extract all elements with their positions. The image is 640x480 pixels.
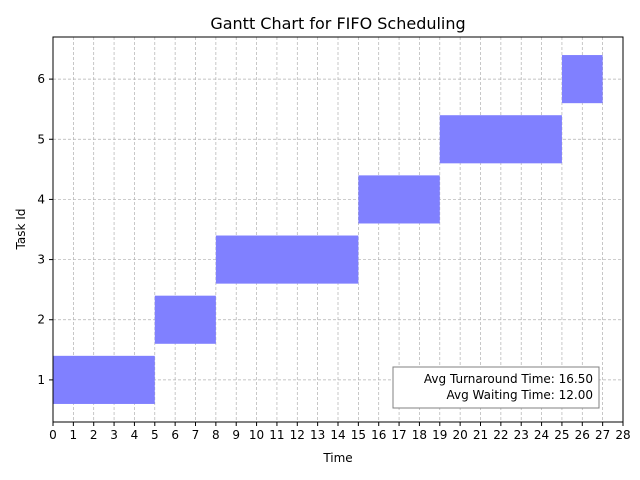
x-tick-label: 24: [534, 428, 549, 442]
x-tick-label: 28: [615, 428, 630, 442]
x-tick-label: 10: [249, 428, 264, 442]
x-tick-label: 27: [595, 428, 610, 442]
x-tick-label: 8: [212, 428, 220, 442]
task-bar-5: [439, 115, 562, 164]
x-tick-label: 26: [575, 428, 590, 442]
x-tick-label: 1: [70, 428, 78, 442]
x-tick-label: 13: [310, 428, 325, 442]
x-tick-label: 15: [351, 428, 366, 442]
x-tick-label: 20: [453, 428, 468, 442]
x-tick-label: 9: [232, 428, 240, 442]
avg-waiting-text: Avg Waiting Time: 12.00: [447, 388, 593, 402]
x-tick-label: 7: [192, 428, 200, 442]
chart-title: Gantt Chart for FIFO Scheduling: [210, 14, 465, 33]
task-bar-2: [154, 295, 216, 344]
y-tick-label: 6: [37, 72, 45, 86]
bars: [53, 55, 603, 404]
x-tick-label: 3: [110, 428, 118, 442]
y-tick-label: 3: [37, 253, 45, 267]
x-tick-label: 2: [90, 428, 98, 442]
x-axis-label: Time: [322, 451, 352, 465]
x-axis-ticks: 0 1 2 3 4 5 6 7 8 9 10 11 12 13 14 15 16 17 18 19 20 21 22 23 24…: [49, 422, 631, 442]
y-tick-label: 5: [37, 132, 45, 146]
x-tick-label: 22: [493, 428, 508, 442]
x-tick-label: 12: [290, 428, 305, 442]
stats-annotation: Avg Turnaround Time: 16.50 Avg Waiting T…: [392, 366, 600, 409]
y-tick-label: 1: [37, 373, 45, 387]
avg-turnaround-text: Avg Turnaround Time: 16.50: [424, 372, 593, 386]
y-axis-label: Task Id: [14, 209, 28, 251]
x-tick-label: 0: [49, 428, 57, 442]
x-tick-label: 19: [432, 428, 447, 442]
task-bar-4: [358, 175, 440, 224]
task-bar-6: [561, 55, 603, 104]
y-tick-label: 4: [37, 192, 45, 206]
task-bar-1: [53, 355, 155, 404]
x-tick-label: 14: [330, 428, 345, 442]
x-tick-label: 25: [554, 428, 569, 442]
stats-box: [392, 366, 600, 409]
y-axis-ticks: 1 2 3 4 5 6: [37, 72, 53, 387]
x-tick-label: 21: [473, 428, 488, 442]
x-tick-label: 18: [412, 428, 427, 442]
y-tick-label: 2: [37, 313, 45, 327]
x-tick-label: 16: [371, 428, 386, 442]
task-bar-3: [215, 235, 359, 284]
x-tick-label: 6: [171, 428, 179, 442]
x-tick-label: 11: [269, 428, 284, 442]
x-tick-label: 17: [391, 428, 406, 442]
x-tick-label: 5: [151, 428, 159, 442]
x-tick-label: 23: [514, 428, 529, 442]
x-tick-label: 4: [131, 428, 139, 442]
